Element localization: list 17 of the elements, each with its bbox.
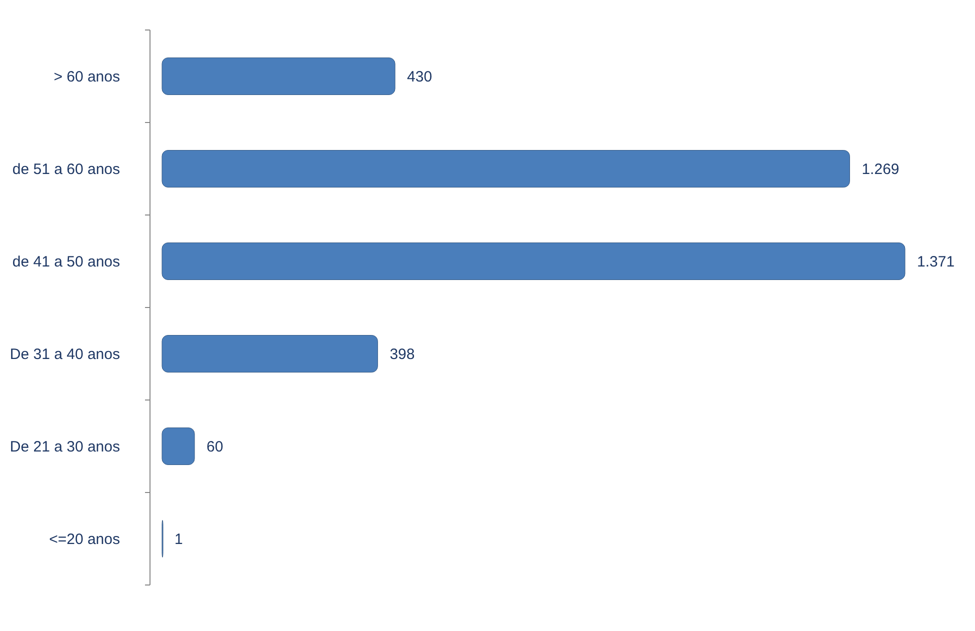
bar	[162, 150, 850, 188]
data-label: 1.371	[917, 254, 955, 270]
y-tick-label: <=20 anos	[49, 531, 120, 548]
data-label: 1	[174, 531, 183, 548]
y-tick-label: De 21 a 30 anos	[10, 438, 120, 456]
bar	[162, 58, 396, 95]
y-tick-label: de 41 a 50 anos	[12, 254, 120, 270]
y-tick-label: De 31 a 40 anos	[10, 346, 120, 363]
data-label: 60	[206, 438, 224, 456]
bar	[162, 335, 378, 372]
data-label: 398	[390, 346, 415, 363]
y-tick-label: > 60 anos	[54, 68, 120, 86]
bar	[162, 242, 906, 280]
y-tick-label: de 51 a 60 anos	[12, 161, 120, 178]
bar	[162, 428, 195, 465]
data-label: 1.269	[862, 161, 900, 178]
data-label: 430	[407, 68, 432, 86]
